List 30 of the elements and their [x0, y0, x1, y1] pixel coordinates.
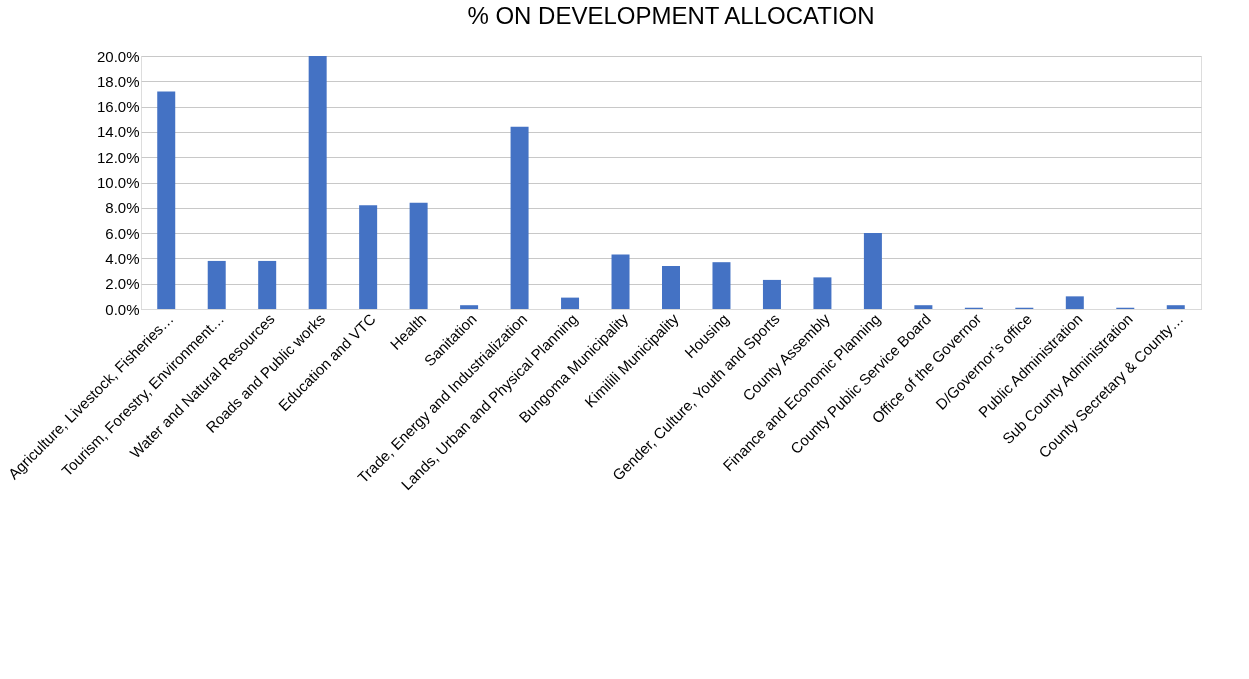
bar: [712, 262, 731, 309]
y-tick-label: 8.0%: [105, 199, 140, 217]
bar: [359, 205, 378, 309]
bar: [561, 297, 580, 309]
y-tick-label: 6.0%: [105, 224, 140, 242]
y-tick-label: 2.0%: [105, 275, 140, 293]
bar: [510, 126, 529, 309]
bar: [409, 202, 428, 309]
y-tick-label: 4.0%: [105, 249, 140, 267]
bar: [914, 305, 933, 309]
bar: [308, 56, 327, 309]
bar: [762, 279, 781, 309]
bar: [863, 233, 882, 309]
chart-title: % ON DEVELOPMENT ALLOCATION: [467, 2, 875, 29]
y-tick-label: 20.0%: [96, 47, 140, 65]
bar: [1065, 296, 1084, 309]
bar: [662, 265, 680, 309]
bar: [813, 277, 832, 309]
bar: [157, 91, 176, 309]
bar: [207, 260, 226, 309]
y-tick-label: 16.0%: [96, 98, 140, 116]
y-tick-label: 12.0%: [96, 148, 140, 166]
bar: [258, 260, 277, 309]
bar: [611, 254, 630, 309]
y-tick-label: 0.0%: [105, 300, 140, 318]
y-tick-label: 18.0%: [96, 72, 140, 90]
y-tick-label: 10.0%: [96, 174, 140, 191]
y-tick-label: 14.0%: [96, 123, 140, 141]
bar: [460, 305, 479, 309]
bar: [1166, 305, 1185, 309]
